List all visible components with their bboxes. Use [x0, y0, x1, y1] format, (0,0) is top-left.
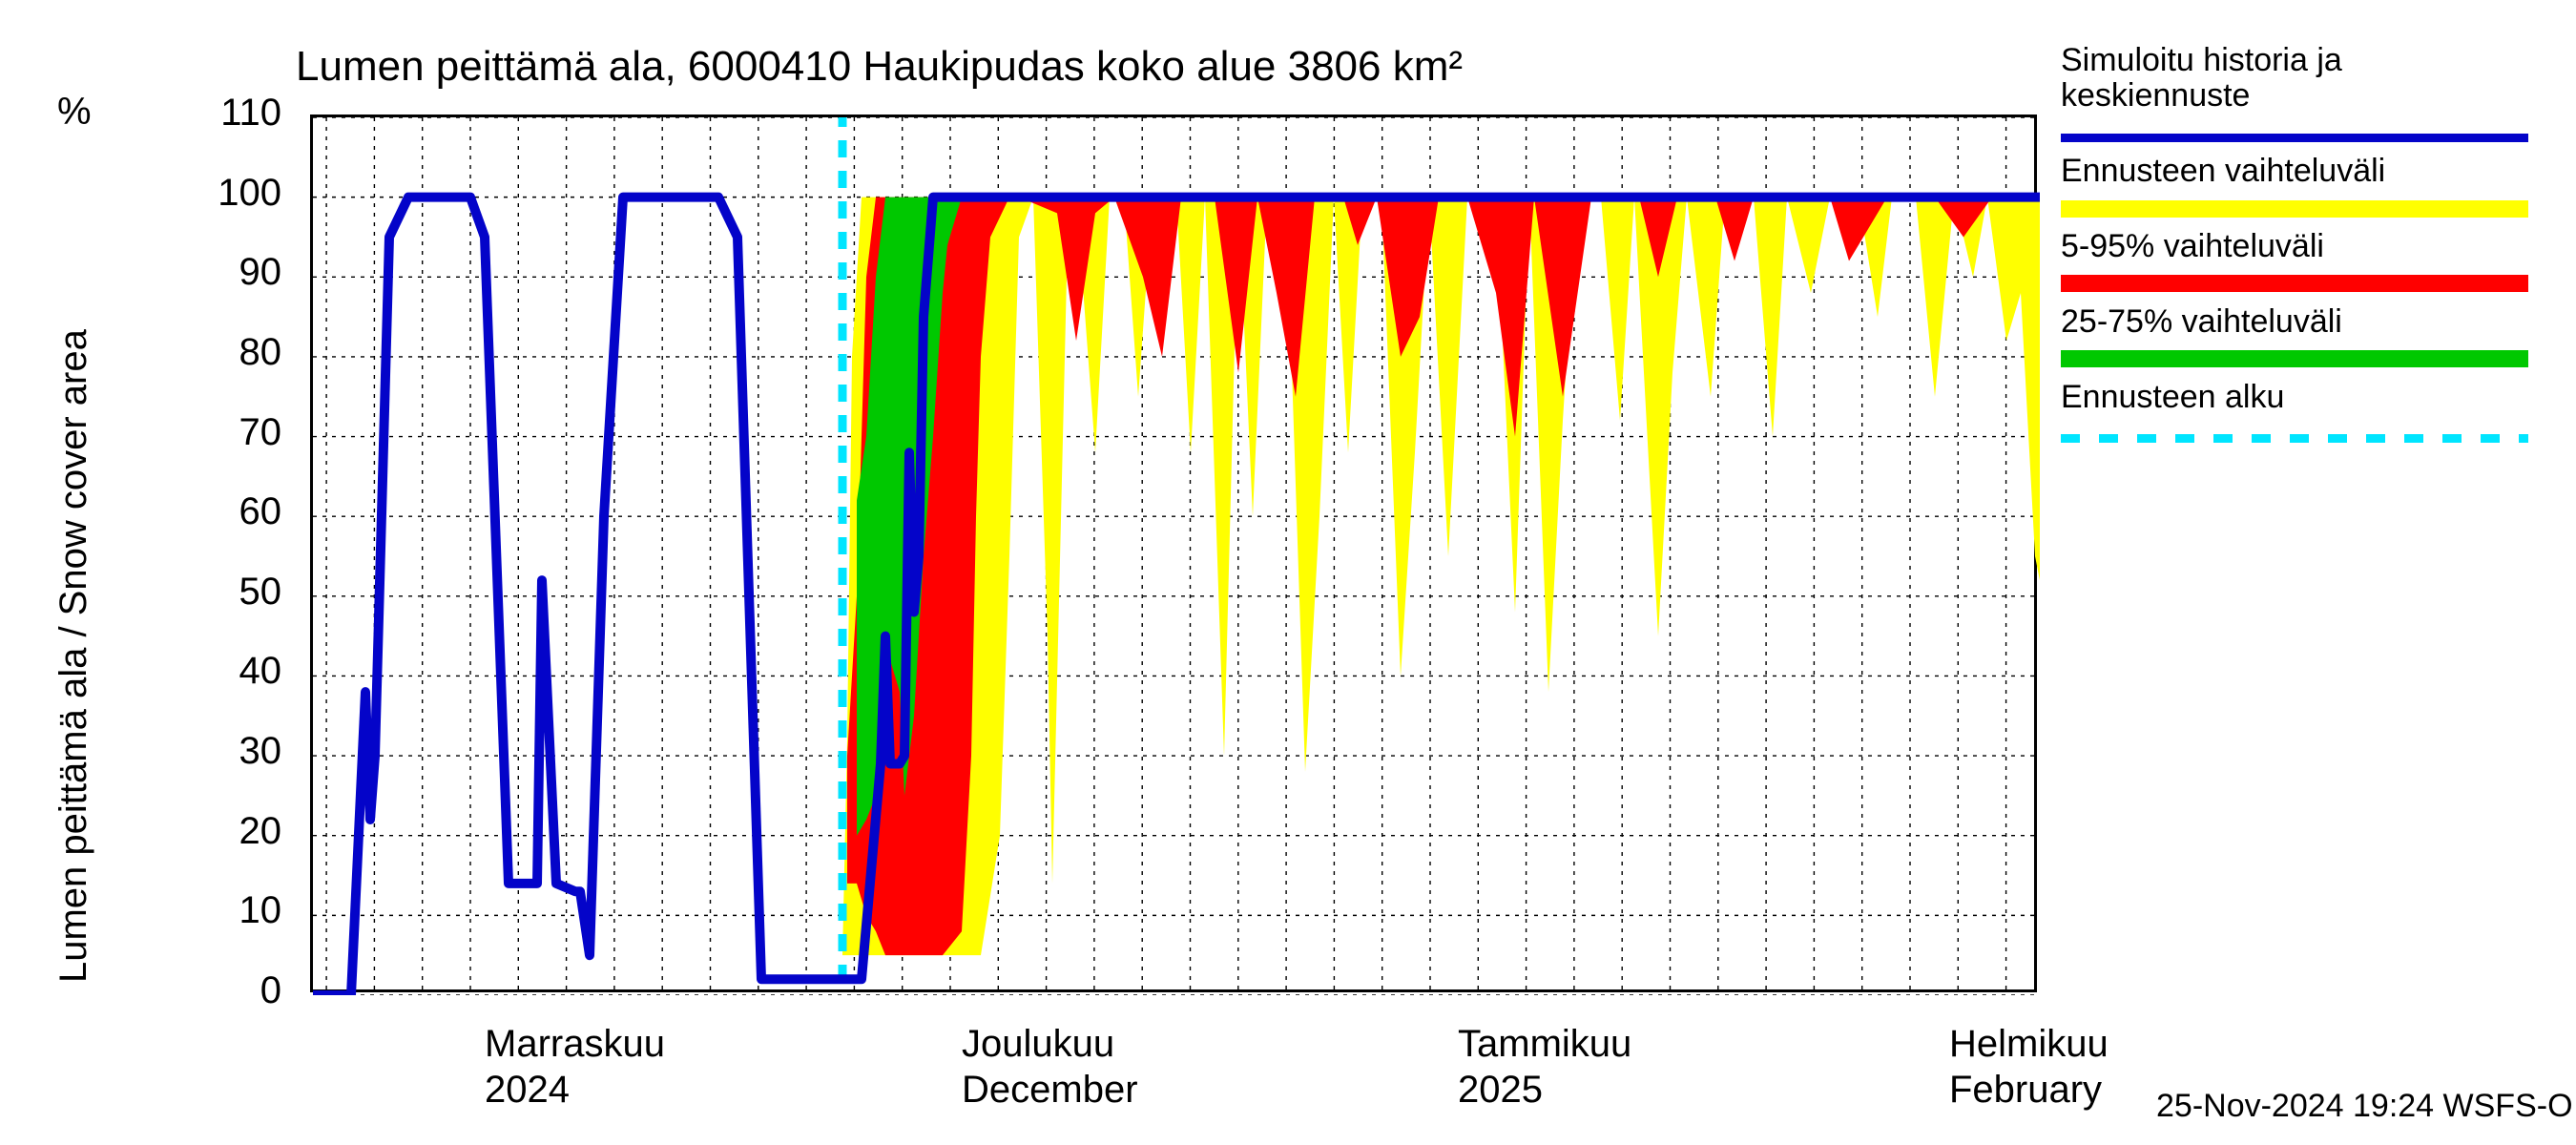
y-tick-label: 40 [205, 650, 281, 693]
plot-area [310, 114, 2037, 992]
legend-label: 5-95% vaihteluväli [2061, 229, 2557, 264]
legend: Simuloitu historia jakeskiennuste Ennuste… [2061, 43, 2557, 454]
y-axis-label: Lumen peittämä ala / Snow cover area [52, 329, 95, 983]
chart-container: Lumen peittämä ala, 6000410 Haukipudas k… [0, 0, 2576, 1145]
chart-title: Lumen peittämä ala, 6000410 Haukipudas k… [296, 43, 1463, 91]
bands [842, 198, 2040, 956]
x-month-label: Tammikuu [1458, 1023, 1631, 1066]
legend-entry: 25-75% vaihteluväli [2061, 304, 2557, 376]
y-axis-unit: % [57, 91, 92, 134]
legend-entry: Simuloitu historia jakeskiennuste [2061, 43, 2557, 150]
y-tick-label: 60 [205, 490, 281, 533]
legend-swatch [2061, 350, 2528, 367]
y-tick-label: 90 [205, 251, 281, 294]
legend-swatch [2061, 275, 2528, 292]
legend-label: Ennusteen alku [2061, 380, 2557, 415]
y-tick-label: 80 [205, 331, 281, 374]
legend-label: 25-75% vaihteluväli [2061, 304, 2557, 340]
y-tick-label: 70 [205, 411, 281, 454]
x-month-label: Helmikuu [1949, 1023, 2109, 1066]
x-month-label: Joulukuu [962, 1023, 1114, 1066]
x-month-label: Marraskuu [485, 1023, 665, 1066]
legend-label: Ennusteen vaihteluväli [2061, 154, 2557, 189]
y-tick-label: 0 [205, 969, 281, 1012]
timestamp: 25-Nov-2024 19:24 WSFS-O [2156, 1088, 2573, 1125]
y-tick-label: 20 [205, 810, 281, 853]
x-month-subLabel: 2025 [1458, 1069, 1543, 1112]
legend-swatch [2061, 200, 2528, 218]
legend-entry: Ennusteen alku [2061, 380, 2557, 451]
y-tick-label: 10 [205, 889, 281, 932]
x-month-subLabel: February [1949, 1069, 2102, 1112]
y-tick-label: 50 [205, 571, 281, 614]
legend-swatch [2061, 134, 2528, 142]
y-tick-label: 30 [205, 730, 281, 773]
legend-label: keskiennuste [2061, 78, 2557, 114]
legend-label: Simuloitu historia ja [2061, 43, 2557, 78]
legend-swatch [2061, 434, 2528, 443]
plot-svg [313, 117, 2040, 995]
y-tick-label: 100 [205, 172, 281, 215]
x-month-subLabel: December [962, 1069, 1138, 1112]
legend-entry: Ennusteen vaihteluväli [2061, 154, 2557, 225]
x-month-subLabel: 2024 [485, 1069, 570, 1112]
legend-entry: 5-95% vaihteluväli [2061, 229, 2557, 301]
y-tick-label: 110 [205, 92, 281, 135]
